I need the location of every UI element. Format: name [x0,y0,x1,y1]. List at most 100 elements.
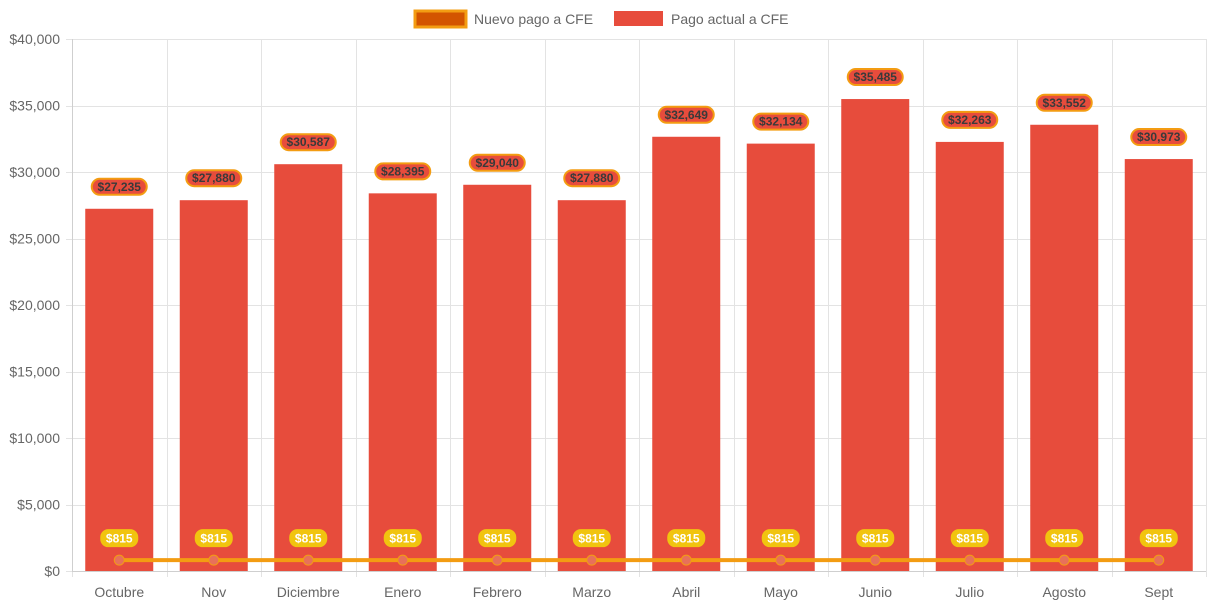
y-tick-label: $35,000 [9,98,60,114]
bar [841,99,910,571]
line-value-label: $815 [578,532,605,546]
bar-value-label: $27,880 [570,171,614,185]
bar-label-badge [846,68,904,87]
line-point [491,554,503,566]
y-tick-label: $25,000 [9,231,60,247]
y-tick-label: $5,000 [17,497,60,513]
bar-label-badge [1035,93,1093,112]
line-label-badge [761,529,800,548]
bar-value-label: $32,263 [948,113,992,127]
x-tick-label: Octubre [94,584,144,600]
line-value-label: $815 [295,532,322,546]
x-tick-label: Mayo [764,584,798,600]
line-value-label: $815 [767,532,794,546]
line-label-badge [194,529,233,548]
line-point [302,554,314,566]
line-point [775,554,787,566]
line-point [680,554,692,566]
bar [746,143,815,571]
bar [463,184,532,571]
line-value-label: $815 [1051,532,1078,546]
y-tick-label: $10,000 [9,430,60,446]
line-value-label: $815 [484,532,511,546]
bar-value-label: $27,235 [98,180,142,194]
line-point [397,554,409,566]
line-point [964,554,976,566]
x-axis: Octubre Nov Diciembre Enero Febrero Marzo Abri… [94,584,1173,600]
line-value-label: $815 [1145,532,1172,546]
bar-label-badge [374,162,432,181]
bar-value-label: $28,395 [381,164,425,178]
line-label-badge [383,529,422,548]
line-value-label: $815 [200,532,227,546]
bar [179,200,248,572]
legend: Nuevo pago a CFE Pago actual a CFE [413,9,789,29]
bar-data-labels: $27,235 $27,880 $30,587 $28,395 $29,040 $27,8… [90,68,1188,196]
line-point [208,554,220,566]
bar [85,208,154,571]
line-data-labels: $815 $815 $815 $815 $815 $815 $815 $815 $815 $815… [100,529,1178,548]
line-point [586,554,598,566]
x-tick-label: Abril [672,584,700,600]
y-tick-label: $30,000 [9,164,60,180]
line-point [1058,554,1070,566]
x-tick-label: Nov [201,584,226,600]
bar-value-label: $33,552 [1043,96,1087,110]
bar-series [85,99,1193,572]
line-point [869,554,881,566]
line-value-label: $815 [956,532,983,546]
x-tick-label: Diciembre [277,584,340,600]
line-series [113,554,1165,566]
bar-value-label: $27,880 [192,171,236,185]
y-tick-label: $20,000 [9,297,60,313]
bar-label-badge [752,112,810,131]
legend-label-nuevo: Nuevo pago a CFE [474,11,593,27]
y-axis: $0 $5,000 $10,000 $15,000 $20,000 $25,000 $30,… [9,31,60,579]
line-label-badge [289,529,328,548]
x-tick-label: Sept [1144,584,1173,600]
grid [66,39,1207,577]
legend-swatch-nuevo [413,9,468,29]
line-label-badge [667,529,706,548]
bar-value-label: $30,973 [1137,130,1181,144]
line-value-label: $815 [389,532,416,546]
bar [368,193,437,571]
bar-value-label: $35,485 [854,70,898,84]
bar-value-label: $30,587 [287,135,331,149]
bar-label-badge [468,153,526,172]
bar-label-badge [1130,128,1188,147]
x-tick-label: Agosto [1042,584,1086,600]
legend-label-actual: Pago actual a CFE [671,11,789,27]
y-tick-label: $40,000 [9,31,60,47]
y-tick-label: $0 [44,563,60,579]
bar [1030,124,1099,572]
bar-value-label: $32,649 [665,108,709,122]
line-label-badge [1139,529,1178,548]
line-label-badge [950,529,989,548]
bar-label-badge [185,169,243,188]
line-value-label: $815 [862,532,889,546]
bar-label-badge [90,177,148,196]
bar-value-label: $29,040 [476,156,520,170]
bar [1124,159,1193,572]
bar [557,200,626,572]
line-value-label: $815 [673,532,700,546]
bar-label-badge [563,169,621,188]
x-tick-label: Julio [955,584,984,600]
line-point [113,554,125,566]
bar-label-badge [941,110,999,129]
line-label-badge [856,529,895,548]
x-tick-label: Febrero [473,584,522,600]
x-tick-label: Enero [384,584,422,600]
legend-swatch-actual [614,11,663,26]
line-point [1153,554,1165,566]
y-tick-label: $15,000 [9,364,60,380]
x-tick-label: Junio [859,584,893,600]
bar [935,141,1004,571]
bar [274,164,343,571]
bar-label-badge [657,105,715,124]
bar-value-label: $32,134 [759,115,803,129]
bar-label-badge [279,133,337,152]
